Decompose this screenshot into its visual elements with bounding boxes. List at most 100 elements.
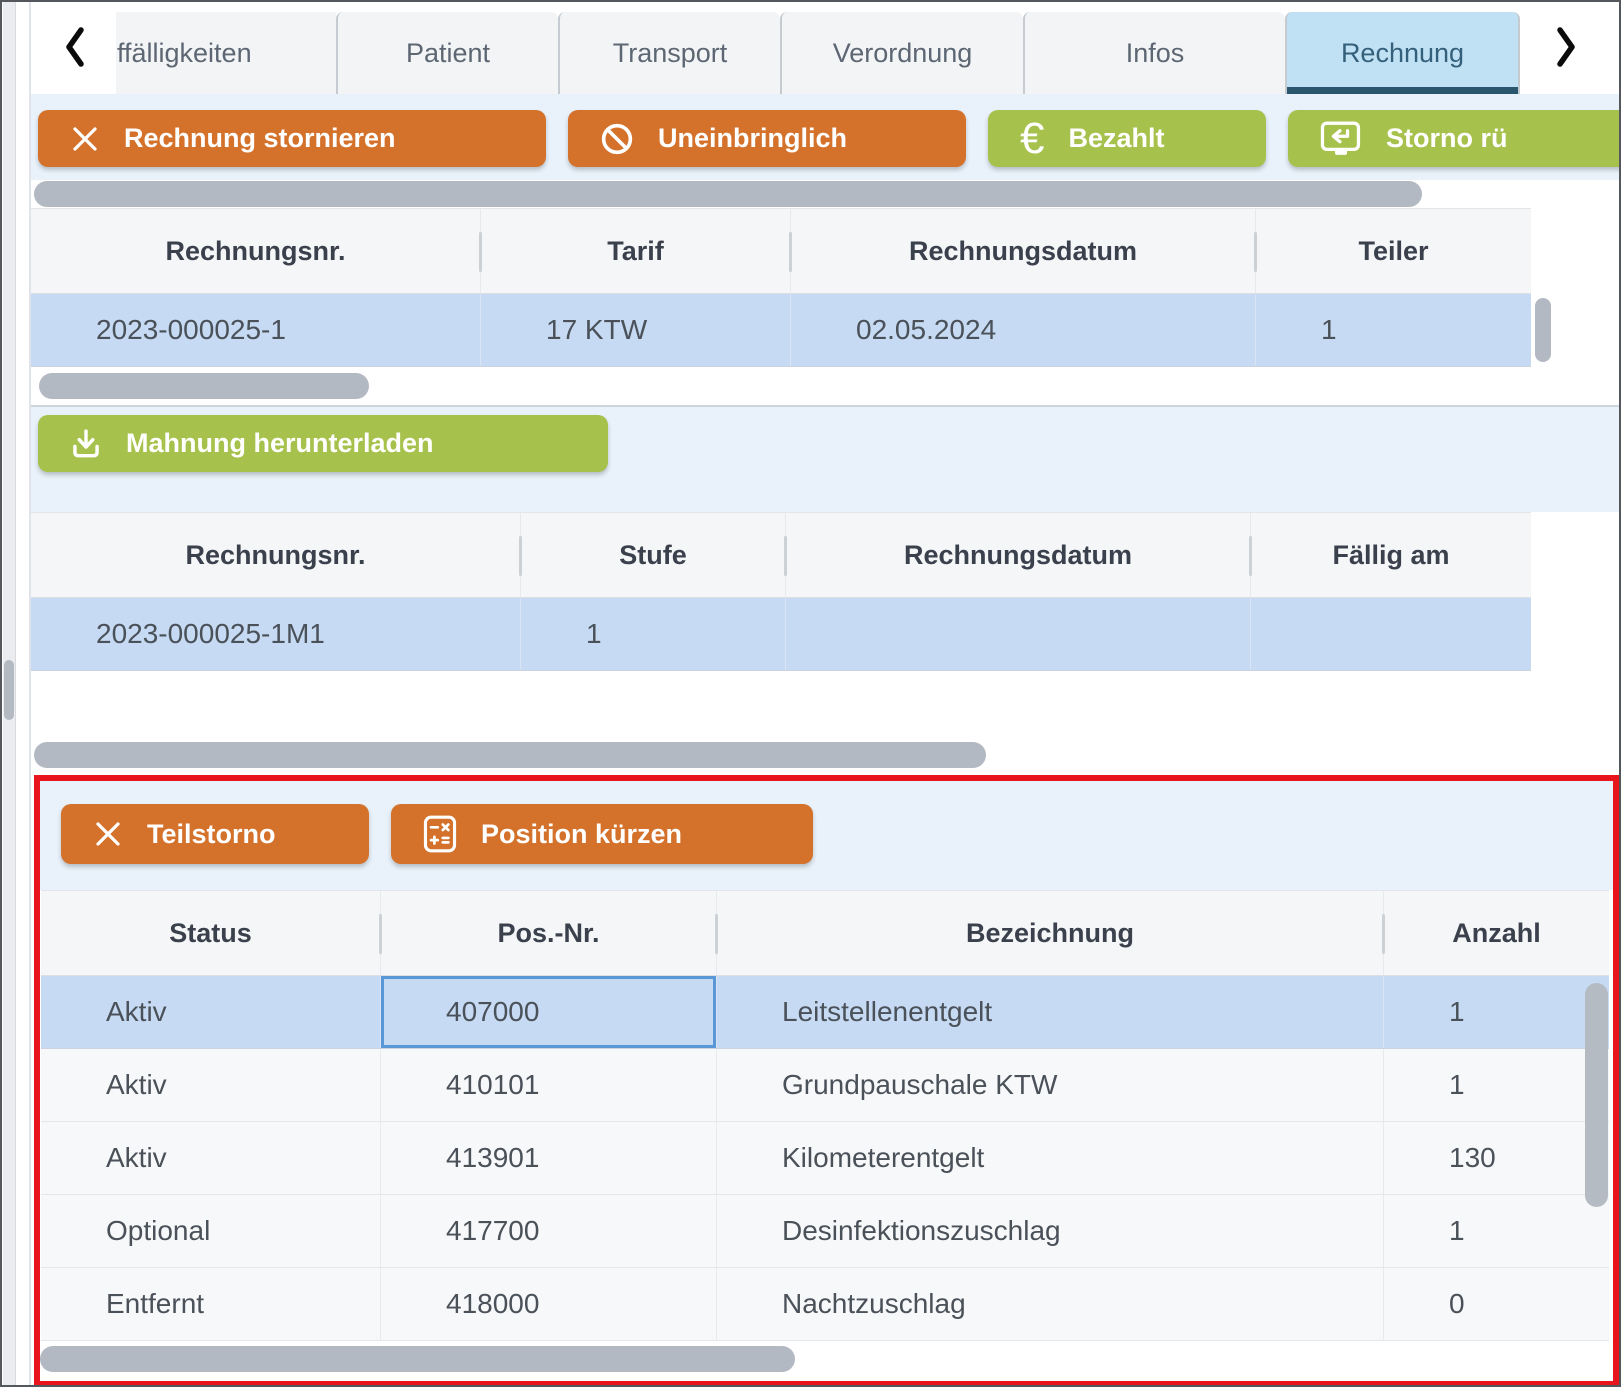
tab-infos[interactable]: Infos [1023,12,1285,94]
table-header-row: Rechnungsnr. Stufe Rechnungsdatum Fällig am [31,512,1531,598]
cell-pos-nr-row3[interactable]: 417700 [381,1195,717,1267]
invoice-table: Rechnungsnr. Tarif Rechnungsdatum Teiler 20… [31,208,1551,367]
undo-monitor-icon [1320,121,1362,157]
cell-bezeichnung-row4[interactable]: Nachtzuschlag [717,1268,1384,1340]
x-icon [70,124,100,154]
cell-tarif-row0[interactable]: 17 KTW [481,294,791,366]
invoice-action-buttons: Rechnung stornieren Uneinbringlich € Bez… [31,94,1619,167]
cell-f-llig-am-row0[interactable] [1251,598,1531,670]
cell-anzahl-row4[interactable]: 0 [1449,1288,1465,1319]
column-header-rechnungsnr[interactable]: Rechnungsnr. [31,513,522,597]
cancel-invoice-button[interactable]: Rechnung stornieren [38,110,546,167]
horizontal-scrollbar[interactable] [40,1341,1613,1381]
cell-status-row2[interactable]: Aktiv [41,1122,381,1194]
table-row[interactable]: 2023-000025-1M1 1 [31,598,1531,671]
download-icon [70,428,102,460]
column-header-rechnungsdatum[interactable]: Rechnungsdatum [791,209,1257,293]
cell-pos-nr-row4[interactable]: 418000 [381,1268,717,1340]
positions-section-highlight: Teilstorno Position kürzen Status Pos.-Nr… [34,775,1619,1385]
column-header-tarif[interactable]: Tarif [481,209,792,293]
cell-rechnungsnr-row0[interactable]: 2023-000025-1M1 [31,598,521,670]
column-header-status[interactable]: Status [41,891,382,975]
cell-pos-nr-row2[interactable]: 413901 [381,1122,717,1194]
table-row[interactable]: Aktiv 413901 Kilometerentgelt 130 [41,1122,1609,1195]
column-header-pos-nr[interactable]: Pos.-Nr. [381,891,718,975]
cell-anzahl-row0[interactable]: 1 [1449,996,1465,1027]
table-row[interactable]: Optional 417700 Desinfektionszuschlag 1 [41,1195,1609,1268]
cell-teiler-row0[interactable]: 1 [1321,314,1337,345]
scrollbar-thumb[interactable] [34,742,986,768]
table-row[interactable]: Entfernt 418000 Nachtzuschlag 0 [41,1268,1609,1341]
page-vertical-scrollbar[interactable] [3,2,16,1385]
cell-bezeichnung-row1[interactable]: Grundpauschale KTW [717,1049,1384,1121]
cell-pos-nr-row0[interactable]: 407000 [381,976,717,1048]
cell-anzahl-row3[interactable]: 1 [1449,1215,1465,1246]
cell-stufe-row0[interactable]: 1 [521,598,786,670]
cell-rechnungsnr-row0[interactable]: 2023-000025-1 [31,294,481,366]
scrollbar-thumb[interactable] [40,1346,795,1372]
tab-transport[interactable]: Transport [558,12,780,94]
tabs-scroll-right-button[interactable] [1553,25,1579,69]
vertical-scrollbar-thumb[interactable] [1585,983,1608,1207]
dunning-toolbar: Mahnung herunterladen [31,407,1619,512]
tabs-scroll-left-button[interactable] [62,25,88,69]
content-area: ffälligkeiten Patient Transport Verordnung I… [29,2,1619,1385]
button-label: Bezahlt [1068,123,1165,153]
column-header-stufe[interactable]: Stufe [521,513,787,597]
tab-strip: ffälligkeiten Patient Transport Verordnung I… [116,12,1520,94]
tab-ff-lligkeiten[interactable]: ffälligkeiten [116,12,336,94]
scrollbar-thumb[interactable] [4,660,14,720]
download-dunning-button[interactable]: Mahnung herunterladen [38,415,608,472]
table-row[interactable]: 2023-000025-1 17 KTW 02.05.2024 1 [31,294,1531,367]
revert-cancellation-button[interactable]: Storno rü [1288,110,1619,167]
button-label: Mahnung herunterladen [126,428,434,458]
cell-anzahl-row2[interactable]: 130 [1449,1142,1496,1173]
paid-button[interactable]: € Bezahlt [988,110,1266,167]
chevron-left-icon [62,25,88,69]
tab-rechnung[interactable]: Rechnung [1285,12,1520,94]
invoice-section: Rechnung stornieren Uneinbringlich € Bez… [31,94,1619,405]
no-entry-icon [600,122,634,156]
cell-status-row3[interactable]: Optional [41,1195,381,1267]
scrollbar-thumb[interactable] [39,373,369,399]
cell-pos-nr-row1[interactable]: 410101 [381,1049,717,1121]
column-header-rechnungsnr[interactable]: Rechnungsnr. [31,209,482,293]
cell-status-row1[interactable]: Aktiv [41,1049,381,1121]
partial-cancel-button[interactable]: Teilstorno [61,804,369,864]
cell-status-row4[interactable]: Entfernt [41,1268,381,1340]
button-label: Teilstorno [147,818,276,849]
table-row[interactable]: Aktiv 410101 Grundpauschale KTW 1 [41,1049,1609,1122]
column-header-bezeichnung[interactable]: Bezeichnung [717,891,1385,975]
uncollectible-button[interactable]: Uneinbringlich [568,110,966,167]
cell-bezeichnung-row3[interactable]: Desinfektionszuschlag [717,1195,1384,1267]
cell-rechnungsdatum-row0[interactable]: 02.05.2024 [791,294,1256,366]
scrollbar-thumb[interactable] [34,181,1422,207]
x-icon [93,819,123,849]
column-header-anzahl[interactable]: Anzahl [1452,917,1541,948]
column-header-f-llig-am[interactable]: Fällig am [1332,539,1450,570]
positions-table: Status Pos.-Nr. Bezeichnung Anzahl Aktiv 407… [41,890,1609,1341]
table-row[interactable]: Aktiv 407000 Leitstellenentgelt 1 [41,976,1609,1049]
tab-verordnung[interactable]: Verordnung [780,12,1023,94]
reduce-position-button[interactable]: Position kürzen [391,804,813,864]
horizontal-scrollbar[interactable] [31,180,1619,208]
tab-patient[interactable]: Patient [336,12,558,94]
cell-anzahl-row1[interactable]: 1 [1449,1069,1465,1100]
positions-table-panel: Status Pos.-Nr. Bezeichnung Anzahl Aktiv 407… [40,890,1613,1381]
section-divider [31,405,1619,407]
cell-rechnungsdatum-row0[interactable] [786,598,1251,670]
position-action-buttons: Teilstorno Position kürzen [40,781,1613,864]
table-header-row: Rechnungsnr. Tarif Rechnungsdatum Teiler [31,208,1531,294]
vertical-scrollbar-thumb[interactable] [1535,298,1551,362]
calculator-icon [423,815,457,853]
dunning-table: Rechnungsnr. Stufe Rechnungsdatum Fällig am… [31,512,1531,671]
horizontal-scrollbar[interactable] [31,367,1619,405]
cell-bezeichnung-row0[interactable]: Leitstellenentgelt [717,976,1384,1048]
table-header-row: Status Pos.-Nr. Bezeichnung Anzahl [41,890,1609,976]
column-header-rechnungsdatum[interactable]: Rechnungsdatum [786,513,1252,597]
cell-bezeichnung-row2[interactable]: Kilometerentgelt [717,1122,1384,1194]
cell-status-row0[interactable]: Aktiv [41,976,381,1048]
tab-bar: ffälligkeiten Patient Transport Verordnung I… [31,2,1619,94]
column-header-teiler[interactable]: Teiler [1358,235,1429,266]
